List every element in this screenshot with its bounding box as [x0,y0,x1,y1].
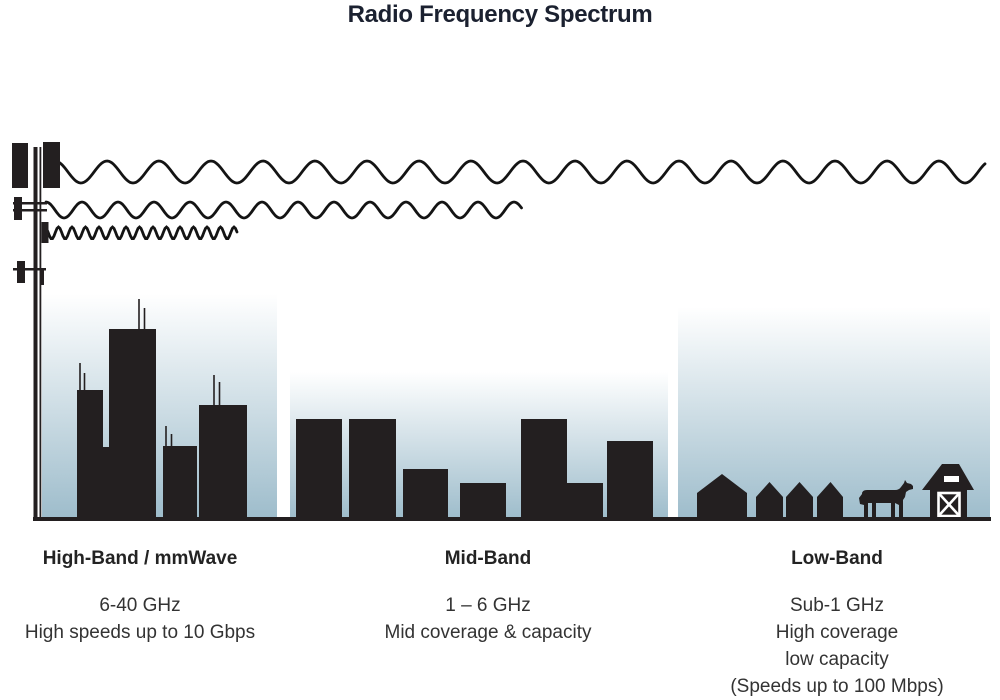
house [697,474,747,520]
barn-crossbuck-door [937,491,961,518]
building [460,483,506,520]
high-band-description: High speeds up to 10 Gbps [24,622,256,643]
tower-pole-thin [39,147,42,518]
antenna-panel [12,143,28,188]
high-band-frequency: 6-40 GHz [99,595,181,616]
page-title: Radio Frequency Spectrum [347,1,653,28]
skyscraper [199,405,247,520]
house [786,482,813,520]
skyscraper [163,446,197,520]
house [817,482,843,520]
mid-band-description: Mid coverage & capacity [384,622,592,643]
cow-icon [859,480,913,518]
mid-band-wave-icon [44,200,523,220]
low-band-wave-icon [53,159,987,185]
barn-icon [922,464,974,520]
antenna-crossbar [13,209,47,212]
skyscraper [103,447,109,520]
high-band-label: High-Band / mmWave 6-40 GHz High speeds … [20,548,260,646]
low-band-label: Low-Band Sub-1 GHz High coverage low cap… [717,548,957,700]
antenna-crossbar [13,202,47,205]
low-band-speed: (Speeds up to 100 Mbps) [730,676,944,697]
building [296,419,342,520]
rooftop-antennas [79,299,221,447]
mid-rise-buildings-icon [296,419,653,520]
mid-band-frequency: 1 – 6 GHz [445,595,531,616]
houses-icon [697,474,843,520]
antenna-panel [43,142,60,188]
mid-band-label: Mid-Band 1 – 6 GHz Mid coverage & capaci… [368,548,608,646]
low-band-capacity: low capacity [785,649,889,670]
low-band-heading: Low-Band [791,548,883,569]
building [607,441,653,520]
antenna-panel [14,197,22,220]
mid-band-heading: Mid-Band [444,548,532,569]
antenna-crossbar [13,268,46,271]
high-band-wave-icon [43,225,239,240]
low-band-frequency: Sub-1 GHz [790,595,884,616]
house [756,482,783,520]
antenna-stub [40,270,44,285]
skyscraper [109,329,156,520]
high-band-heading: High-Band / mmWave [42,548,238,569]
cell-tower-icon [12,142,60,518]
skyscrapers-icon [77,299,247,520]
skyscraper [77,390,103,520]
tower-pole [33,147,38,518]
building [521,419,567,520]
barn-loft-vent [944,476,959,482]
building [567,483,603,520]
antenna-panel [41,222,49,243]
building [349,419,396,520]
building [403,469,448,520]
low-band-coverage: High coverage [775,622,899,643]
radio-waves [43,159,987,240]
antenna-panel [17,261,25,283]
ground-line [33,517,991,521]
